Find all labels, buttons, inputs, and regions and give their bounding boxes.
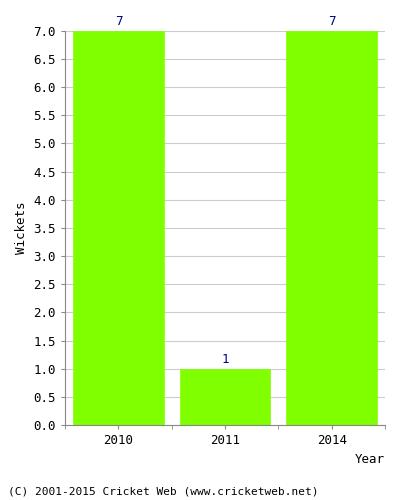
Text: 1: 1 bbox=[221, 353, 229, 366]
Bar bbox=[180, 368, 270, 425]
Text: 7: 7 bbox=[115, 15, 122, 28]
Text: (C) 2001-2015 Cricket Web (www.cricketweb.net): (C) 2001-2015 Cricket Web (www.cricketwe… bbox=[8, 487, 318, 497]
Text: Year: Year bbox=[355, 452, 385, 466]
Bar bbox=[286, 31, 377, 425]
Y-axis label: Wickets: Wickets bbox=[15, 202, 28, 254]
Text: 7: 7 bbox=[328, 15, 336, 28]
Bar bbox=[73, 31, 164, 425]
